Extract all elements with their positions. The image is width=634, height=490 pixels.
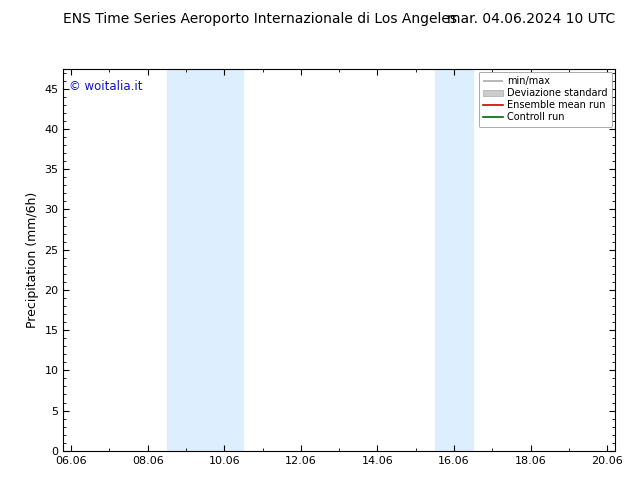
Y-axis label: Precipitation (mm/6h): Precipitation (mm/6h) [26, 192, 39, 328]
Text: mar. 04.06.2024 10 UTC: mar. 04.06.2024 10 UTC [447, 12, 615, 26]
Text: © woitalia.it: © woitalia.it [69, 80, 143, 93]
Bar [435, 69, 473, 451]
Text: ENS Time Series Aeroporto Internazionale di Los Angeles: ENS Time Series Aeroporto Internazionale… [63, 12, 457, 26]
Legend: min/max, Deviazione standard, Ensemble mean run, Controll run: min/max, Deviazione standard, Ensemble m… [479, 72, 612, 127]
Bar [167, 69, 243, 451]
